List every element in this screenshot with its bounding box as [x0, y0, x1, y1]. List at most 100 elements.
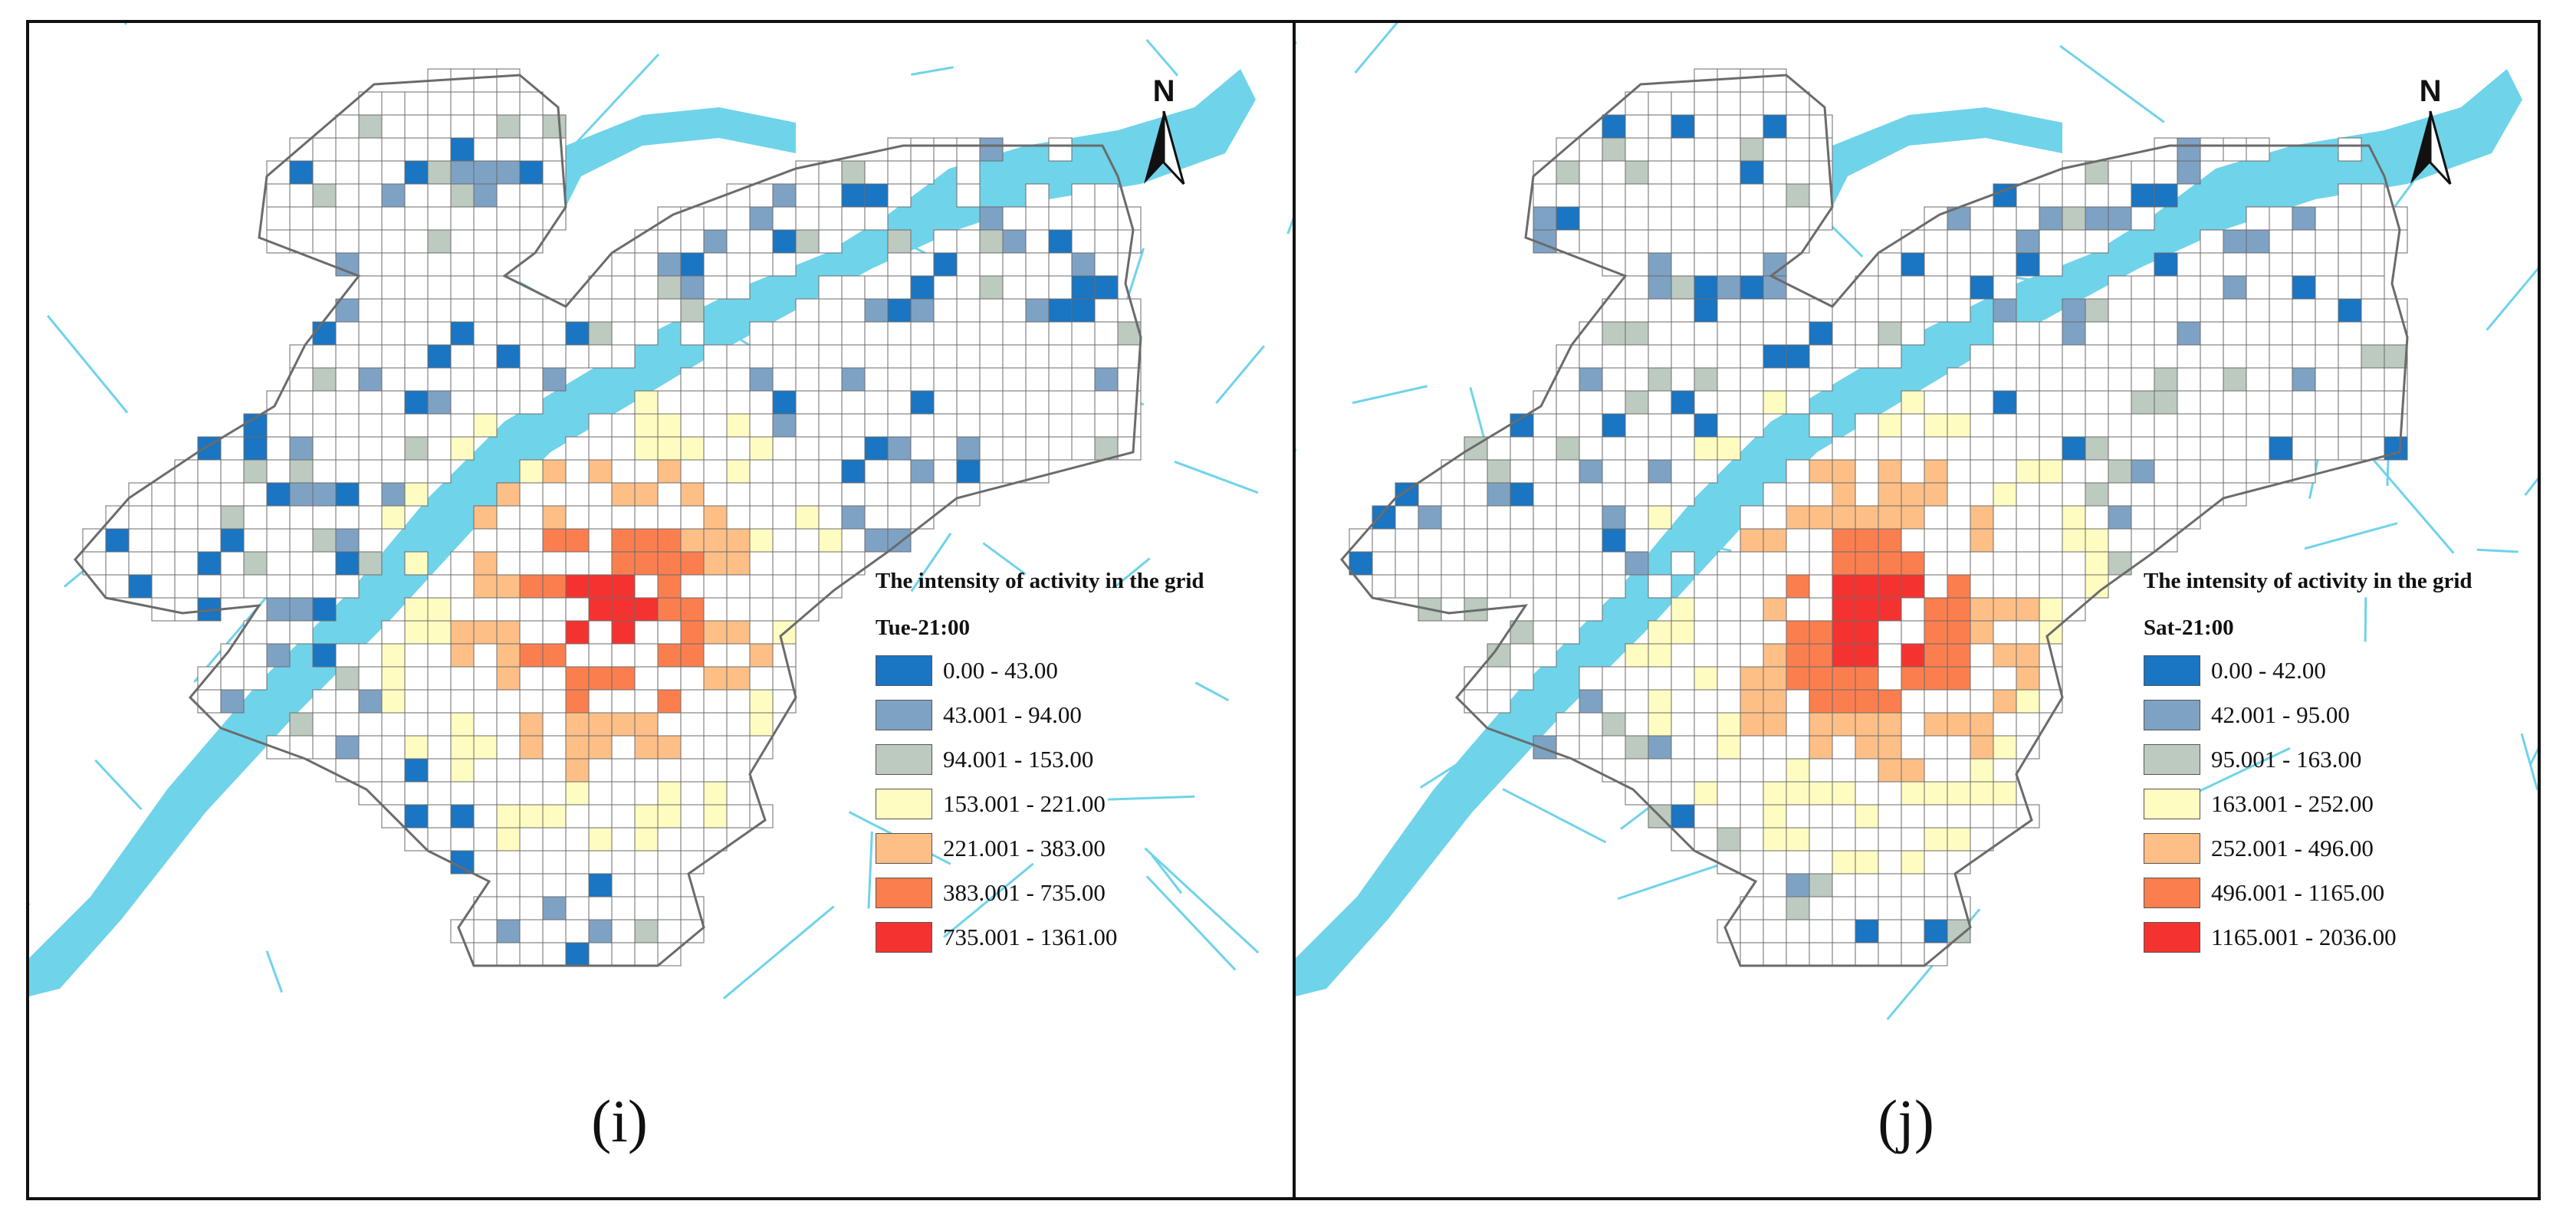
grid-cell: [1924, 229, 1948, 254]
grid-cell: [1763, 620, 1787, 645]
legend-swatch: [2144, 700, 2200, 730]
grid-cell: [680, 321, 705, 346]
grid-cell: [519, 758, 544, 783]
grid-cell: [1832, 528, 1856, 553]
grid-cell: [1717, 551, 1741, 576]
grid-cell: [1556, 390, 1580, 415]
grid-cell: [680, 781, 705, 806]
grid-cell: [2200, 413, 2224, 438]
grid-cell: [1786, 344, 1810, 369]
grid-cell: [1970, 551, 1994, 576]
grid-cell: [519, 367, 544, 392]
grid-cell: [1993, 413, 2017, 438]
water-channel: [1144, 847, 1260, 954]
grid-cell: [611, 735, 636, 760]
grid-cell: [1717, 689, 1741, 714]
grid-cell: [1117, 436, 1142, 461]
grid-cell: [473, 344, 498, 369]
grid-cell: [772, 344, 797, 369]
grid-cell: [542, 597, 567, 622]
grid-cell: [956, 183, 981, 208]
grid-cell: [1947, 390, 1971, 415]
grid-cell: [1855, 758, 1879, 783]
grid-cell: [381, 298, 406, 323]
grid-cell: [1901, 505, 1925, 530]
grid-cell: [1924, 643, 1948, 668]
grid-cell: [473, 114, 498, 139]
grid-cell: [703, 666, 728, 691]
grid-cell: [450, 68, 475, 93]
grid-cell: [2085, 528, 2109, 553]
grid-cell: [2361, 275, 2385, 300]
grid-cell: [1993, 229, 2017, 254]
grid-cell: [1510, 528, 1534, 553]
grid-cell: [2269, 321, 2293, 346]
grid-cell: [1625, 390, 1649, 415]
grid-cell: [1418, 505, 1442, 530]
grid-cell: [2154, 252, 2178, 277]
grid-cell: [2039, 689, 2063, 714]
grid-cell: [726, 781, 751, 806]
grid-cell: [2338, 390, 2362, 415]
grid-cell: [1464, 551, 1488, 576]
grid-cell: [1947, 505, 1971, 530]
grid-cell: [335, 643, 360, 668]
grid-cell: [1786, 873, 1810, 897]
grid-cell: [2361, 390, 2385, 415]
grid-cell: [1970, 482, 1994, 507]
grid-cell: [2039, 344, 2063, 369]
grid-cell: [1556, 574, 1580, 599]
grid-cell: [243, 551, 268, 576]
grid-cell: [1901, 482, 1925, 507]
grid-cell: [1740, 367, 1764, 392]
grid-cell: [1786, 620, 1810, 645]
grid-cell: [404, 482, 429, 507]
grid-cell: [1395, 551, 1419, 576]
grid-cell: [358, 505, 383, 530]
grid-cell: [197, 528, 222, 553]
grid-cell: [726, 413, 751, 438]
grid-cell: [726, 390, 751, 415]
grid-cell: [2154, 298, 2178, 323]
north-arrow-left-half: [2410, 111, 2430, 184]
grid-cell: [1048, 436, 1073, 461]
grid-cell: [289, 505, 314, 530]
grid-cell: [335, 321, 360, 346]
grid-cell: [542, 344, 567, 369]
grid-cell: [1878, 459, 1902, 484]
grid-cell: [1625, 367, 1649, 392]
grid-cell: [1717, 275, 1741, 300]
grid-cell: [427, 91, 452, 116]
grid-cell: [1579, 344, 1603, 369]
grid-cell: [864, 528, 889, 553]
grid-cell: [2384, 413, 2408, 438]
grid-cell: [1786, 551, 1810, 576]
legend-label: 383.001 - 735.00: [943, 879, 1106, 906]
grid-cell: [565, 942, 590, 966]
grid-cell: [1556, 183, 1580, 208]
grid-cell: [404, 436, 429, 461]
grid-cell: [703, 482, 728, 507]
grid-cell: [381, 413, 406, 438]
grid-cell: [680, 252, 705, 277]
grid-cell: [312, 689, 337, 714]
grid-cell: [588, 551, 613, 576]
grid-cell: [703, 689, 728, 714]
grid-cell: [1763, 91, 1787, 116]
water-channel: [723, 905, 835, 999]
grid-cell: [358, 298, 383, 323]
grid-cell: [726, 505, 751, 530]
grid-cell: [680, 689, 705, 714]
grid-cell: [1901, 666, 1925, 691]
grid-cell: [1556, 482, 1580, 507]
grid-cell: [1786, 758, 1810, 783]
river-branch: [527, 107, 796, 222]
grid-cell: [1071, 321, 1096, 346]
grid-cell: [1671, 390, 1695, 415]
grid-cell: [1855, 275, 1879, 300]
grid-cell: [979, 275, 1004, 300]
grid-cell: [220, 528, 245, 553]
grid-cell: [979, 321, 1004, 346]
grid-cell: [1947, 551, 1971, 576]
grid-cell: [818, 183, 843, 208]
